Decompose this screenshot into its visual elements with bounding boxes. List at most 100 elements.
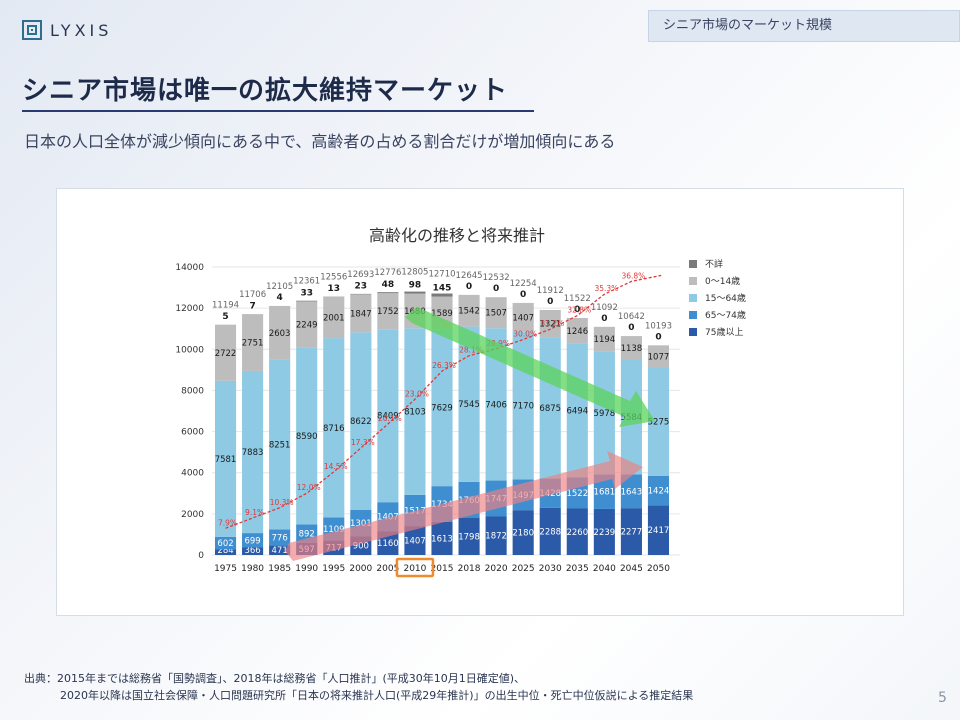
legend-label: 不詳 bbox=[705, 258, 723, 270]
title-underline bbox=[22, 110, 534, 112]
data-label: 7545 bbox=[458, 400, 480, 410]
data-label: 8590 bbox=[296, 432, 318, 442]
total-label: 12710 bbox=[428, 270, 455, 280]
bar-segment bbox=[485, 516, 507, 555]
aging-rate-label: 28.1% bbox=[459, 346, 483, 355]
legend-swatch bbox=[689, 294, 697, 302]
data-label: 8716 bbox=[323, 424, 345, 434]
total-label: 11912 bbox=[537, 286, 564, 296]
data-label: 0 bbox=[547, 297, 553, 307]
data-label: 2722 bbox=[215, 349, 237, 359]
data-label: 7581 bbox=[215, 455, 237, 465]
x-tick-label: 2035 bbox=[566, 564, 589, 574]
bar-segment bbox=[269, 359, 291, 530]
legend-label: 15〜64歳 bbox=[705, 292, 746, 304]
data-label: 5978 bbox=[594, 409, 616, 419]
x-tick-label: 2018 bbox=[458, 564, 481, 574]
bar-segment bbox=[539, 507, 561, 555]
x-tick-label: 1975 bbox=[214, 564, 237, 574]
bar-segment bbox=[620, 508, 642, 555]
data-label: 1246 bbox=[566, 327, 588, 337]
total-label: 11092 bbox=[591, 303, 618, 313]
data-label: 2239 bbox=[594, 528, 616, 538]
data-label: 1752 bbox=[377, 307, 399, 317]
y-tick-label: 4000 bbox=[181, 469, 204, 479]
data-label: 7170 bbox=[512, 402, 534, 412]
bar-segment bbox=[431, 521, 453, 555]
total-label: 12105 bbox=[266, 282, 293, 292]
highlight-box bbox=[395, 557, 435, 578]
y-tick-label: 8000 bbox=[181, 386, 204, 396]
aging-rate-label: 35.3% bbox=[594, 284, 618, 293]
population-chart: 高齢化の推移と将来推計02000400060008000100001200014… bbox=[175, 226, 746, 578]
bar-segment bbox=[593, 351, 615, 475]
aging-rate-label: 36.8% bbox=[621, 271, 645, 280]
data-label: 2288 bbox=[539, 527, 561, 537]
bar-segment bbox=[512, 510, 534, 555]
aging-rate-label: 31.2% bbox=[540, 319, 564, 328]
data-label: 23 bbox=[355, 281, 368, 291]
data-label: 0 bbox=[466, 282, 472, 292]
data-label: 5 bbox=[222, 312, 228, 322]
bar-segment bbox=[323, 296, 345, 339]
aging-rate-line bbox=[225, 274, 662, 529]
y-tick-label: 14000 bbox=[175, 263, 204, 273]
section-tag: シニア市場のマーケット規模 bbox=[648, 10, 960, 42]
bar-segment bbox=[404, 526, 426, 555]
total-label: 12776 bbox=[374, 268, 401, 278]
x-tick-label: 2020 bbox=[485, 564, 508, 574]
total-label: 12254 bbox=[510, 279, 537, 289]
data-label: 900 bbox=[353, 542, 369, 552]
data-label: 2603 bbox=[269, 329, 291, 339]
x-tick-label: 1980 bbox=[241, 564, 264, 574]
bar-segment bbox=[377, 293, 399, 330]
bar-segment bbox=[593, 508, 615, 555]
bar-segment bbox=[485, 297, 507, 329]
data-label: 1160 bbox=[377, 539, 399, 549]
aging-rate-label: 26.3% bbox=[432, 361, 456, 370]
legend-label: 65〜74歳 bbox=[705, 309, 746, 321]
data-label: 1798 bbox=[458, 533, 480, 543]
chart-card: 高齢化の推移と将来推計 0 2000 4000 6000 8000 10000 12000 14… bbox=[56, 188, 904, 616]
data-label: 48 bbox=[382, 280, 395, 290]
x-tick-label: 2010 bbox=[403, 564, 426, 574]
y-tick-label: 10000 bbox=[175, 345, 204, 355]
data-label: 6494 bbox=[566, 406, 588, 416]
bar-segment bbox=[458, 294, 480, 327]
data-label: 8409 bbox=[377, 412, 399, 422]
data-label: 5275 bbox=[648, 418, 670, 428]
bar-segment bbox=[269, 529, 291, 546]
data-label: 8622 bbox=[350, 417, 372, 427]
page-title: シニア市場は唯一の拡大維持マーケット bbox=[22, 76, 509, 106]
x-tick-label: 2000 bbox=[349, 564, 372, 574]
data-label: 1194 bbox=[594, 335, 616, 345]
legend-label: 0〜14歳 bbox=[705, 275, 740, 287]
brand-name: LYXIS bbox=[50, 20, 113, 40]
data-label: 892 bbox=[299, 530, 315, 540]
data-label: 2249 bbox=[296, 321, 318, 331]
data-label: 7629 bbox=[431, 404, 453, 414]
bar-segment bbox=[566, 508, 588, 555]
data-label: 1542 bbox=[458, 307, 480, 317]
aging-rate-label: 14.5% bbox=[324, 462, 348, 471]
y-tick-label: 0 bbox=[198, 551, 204, 561]
down-trend-arrow bbox=[405, 307, 655, 427]
total-label: 12645 bbox=[456, 271, 483, 281]
total-label: 11194 bbox=[212, 301, 239, 311]
data-label: 602 bbox=[217, 539, 233, 549]
legend-swatch bbox=[689, 311, 697, 319]
x-tick-label: 2005 bbox=[376, 564, 399, 574]
data-label: 1077 bbox=[648, 352, 670, 362]
data-label: 1507 bbox=[485, 309, 507, 319]
bar-segment bbox=[458, 518, 480, 555]
aging-rate-label: 23.0% bbox=[405, 389, 429, 398]
aging-rate-label: 32.8% bbox=[567, 306, 591, 315]
legend-label: 75歳以上 bbox=[705, 326, 743, 338]
bar-segment bbox=[269, 545, 291, 555]
data-label: 0 bbox=[520, 290, 526, 300]
data-label: 1589 bbox=[431, 309, 453, 319]
data-label: 1613 bbox=[431, 534, 453, 544]
data-label: 8103 bbox=[404, 408, 426, 418]
bar-segment bbox=[647, 505, 670, 555]
data-label: 2001 bbox=[323, 314, 345, 324]
